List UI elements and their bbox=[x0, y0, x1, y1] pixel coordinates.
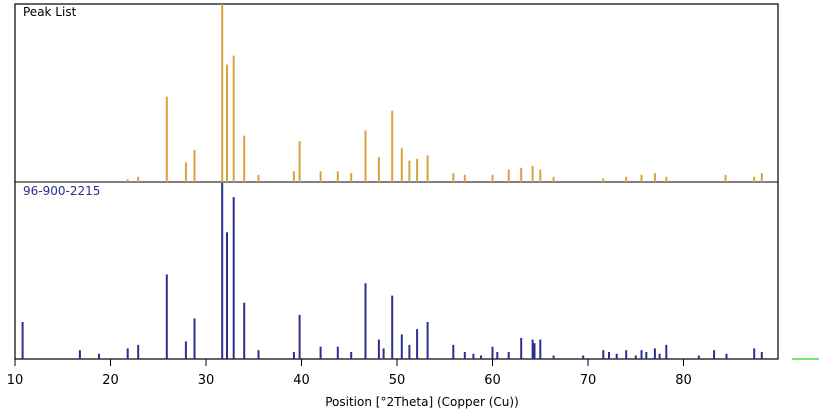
x-axis: 10 20 30 40 50 60 70 80 bbox=[7, 359, 692, 388]
peak-list-bars bbox=[126, 4, 763, 182]
panel-label-reference: 96-900-2215 bbox=[23, 184, 100, 198]
x-tick-label-80: 80 bbox=[675, 373, 692, 388]
x-axis-label: Position [°2Theta] (Copper (Cu)) bbox=[325, 395, 519, 409]
x-tick-label-20: 20 bbox=[102, 373, 119, 388]
x-tick-label-70: 70 bbox=[580, 373, 597, 388]
x-tick-label-50: 50 bbox=[389, 373, 406, 388]
panel-label-peak-list: Peak List bbox=[23, 5, 77, 19]
x-tick-label-40: 40 bbox=[293, 373, 310, 388]
x-tick-label-10: 10 bbox=[7, 373, 24, 388]
reference-pattern-bars bbox=[21, 183, 763, 359]
x-tick-label-30: 30 bbox=[198, 373, 215, 388]
x-tick-label-60: 60 bbox=[484, 373, 501, 388]
